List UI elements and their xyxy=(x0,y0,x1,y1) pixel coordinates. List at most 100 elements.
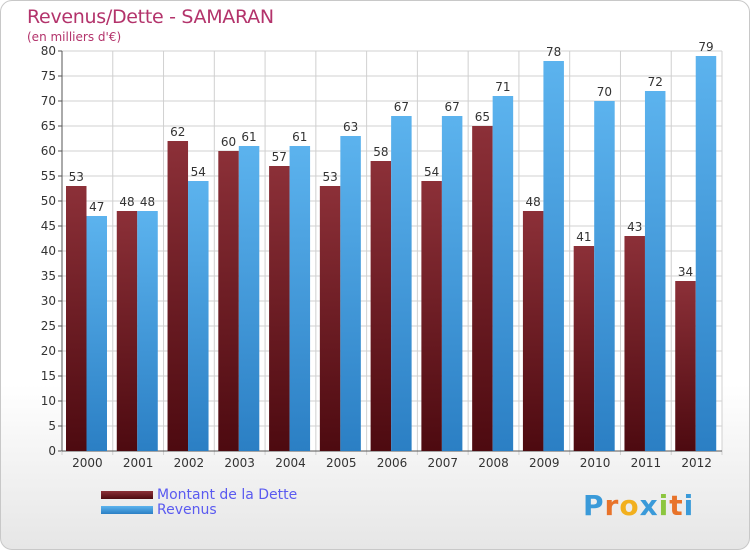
data-label: 60 xyxy=(221,135,236,149)
data-label: 41 xyxy=(576,230,591,244)
x-tick-label: 2010 xyxy=(580,456,611,470)
bar-revenue xyxy=(441,116,463,451)
x-tick-label: 2008 xyxy=(478,456,509,470)
x-tick-label: 2007 xyxy=(427,456,458,470)
bar-revenue xyxy=(188,181,209,451)
data-label: 79 xyxy=(698,40,713,54)
data-label: 53 xyxy=(69,170,84,184)
bar-debt xyxy=(573,246,595,451)
data-label: 58 xyxy=(373,145,388,159)
y-tick-label: 20 xyxy=(41,344,56,358)
data-label: 54 xyxy=(424,165,439,179)
x-tick-label: 2012 xyxy=(681,456,712,470)
legend-item-debt: Montant de la Dette xyxy=(101,486,298,503)
y-tick-label: 55 xyxy=(41,169,56,183)
bar-debt xyxy=(116,211,138,451)
bar-revenue xyxy=(695,56,717,451)
data-label: 61 xyxy=(241,130,256,144)
y-tick-label: 75 xyxy=(41,69,56,83)
bar-debt xyxy=(370,161,392,451)
y-tick-label: 45 xyxy=(41,219,56,233)
data-label: 48 xyxy=(140,195,155,209)
y-tick-label: 10 xyxy=(41,394,56,408)
data-label: 48 xyxy=(119,195,134,209)
bar-debt xyxy=(675,281,696,451)
logo-letter: P xyxy=(583,489,605,522)
bar-revenue xyxy=(238,146,260,451)
x-tick-label: 2006 xyxy=(377,456,408,470)
x-tick-label: 2005 xyxy=(326,456,357,470)
bar-debt xyxy=(66,186,87,451)
bar-revenue xyxy=(137,211,158,451)
y-tick-label: 15 xyxy=(41,369,56,383)
chart-legend: Montant de la Dette Revenus xyxy=(101,486,298,518)
logo-letter: t xyxy=(669,489,684,522)
data-label: 67 xyxy=(394,100,409,114)
y-tick-label: 60 xyxy=(41,144,56,158)
bar-revenue xyxy=(391,116,412,451)
data-label: 65 xyxy=(475,110,490,124)
logo-letter: x xyxy=(639,489,659,522)
y-tick-label: 5 xyxy=(48,419,56,433)
legend-swatch-revenue xyxy=(101,505,153,514)
bar-debt xyxy=(269,166,290,451)
data-label: 34 xyxy=(678,265,693,279)
data-label: 62 xyxy=(170,125,185,139)
data-label: 71 xyxy=(495,80,510,94)
bar-revenue xyxy=(543,61,564,451)
data-label: 54 xyxy=(191,165,206,179)
bar-debt xyxy=(319,186,341,451)
bar-revenue xyxy=(644,91,666,451)
y-tick-label: 50 xyxy=(41,194,56,208)
bar-revenue xyxy=(289,146,311,451)
chart-title: Revenus/Dette - SAMARAN xyxy=(27,6,274,28)
logo-letter: i xyxy=(683,489,695,522)
x-tick-label: 2011 xyxy=(631,456,662,470)
data-label: 57 xyxy=(272,150,287,164)
bar-debt xyxy=(218,151,239,451)
data-label: 72 xyxy=(648,75,663,89)
y-tick-label: 35 xyxy=(41,269,56,283)
data-label: 48 xyxy=(526,195,541,209)
logo-letter: i xyxy=(658,489,670,522)
legend-swatch-debt xyxy=(101,490,153,499)
x-tick-label: 2003 xyxy=(224,456,255,470)
bar-debt xyxy=(522,211,544,451)
logo-letter: o xyxy=(619,489,640,522)
data-label: 53 xyxy=(322,170,337,184)
bar-revenue xyxy=(594,101,615,451)
bar-revenue xyxy=(86,216,107,451)
data-label: 47 xyxy=(89,200,104,214)
bar-debt xyxy=(167,141,189,451)
y-tick-label: 0 xyxy=(48,444,56,458)
logo-letter: r xyxy=(604,489,620,522)
y-tick-label: 80 xyxy=(41,44,56,58)
x-tick-label: 2009 xyxy=(529,456,560,470)
y-tick-label: 65 xyxy=(41,119,56,133)
bar-revenue xyxy=(492,96,514,451)
chart-subtitle: (en milliers d'€) xyxy=(27,30,122,44)
data-label: 63 xyxy=(343,120,358,134)
bar-debt xyxy=(472,126,493,451)
legend-label-debt: Montant de la Dette xyxy=(157,486,298,503)
x-tick-label: 2004 xyxy=(275,456,306,470)
data-label: 61 xyxy=(292,130,307,144)
y-tick-label: 70 xyxy=(41,94,56,108)
y-tick-label: 30 xyxy=(41,294,56,308)
data-label: 67 xyxy=(444,100,459,114)
y-tick-label: 40 xyxy=(41,244,56,258)
data-label: 78 xyxy=(546,45,561,59)
proxiti-logo: Proxiti xyxy=(583,489,694,522)
bar-revenue xyxy=(340,136,361,451)
x-tick-label: 2000 xyxy=(72,456,103,470)
legend-item-revenue: Revenus xyxy=(101,502,297,518)
bar-debt xyxy=(421,181,442,451)
bar-debt xyxy=(624,236,645,451)
data-label: 43 xyxy=(627,220,642,234)
x-tick-label: 2002 xyxy=(174,456,205,470)
x-tick-label: 2001 xyxy=(123,456,154,470)
y-tick-label: 25 xyxy=(41,319,56,333)
data-label: 70 xyxy=(597,85,612,99)
